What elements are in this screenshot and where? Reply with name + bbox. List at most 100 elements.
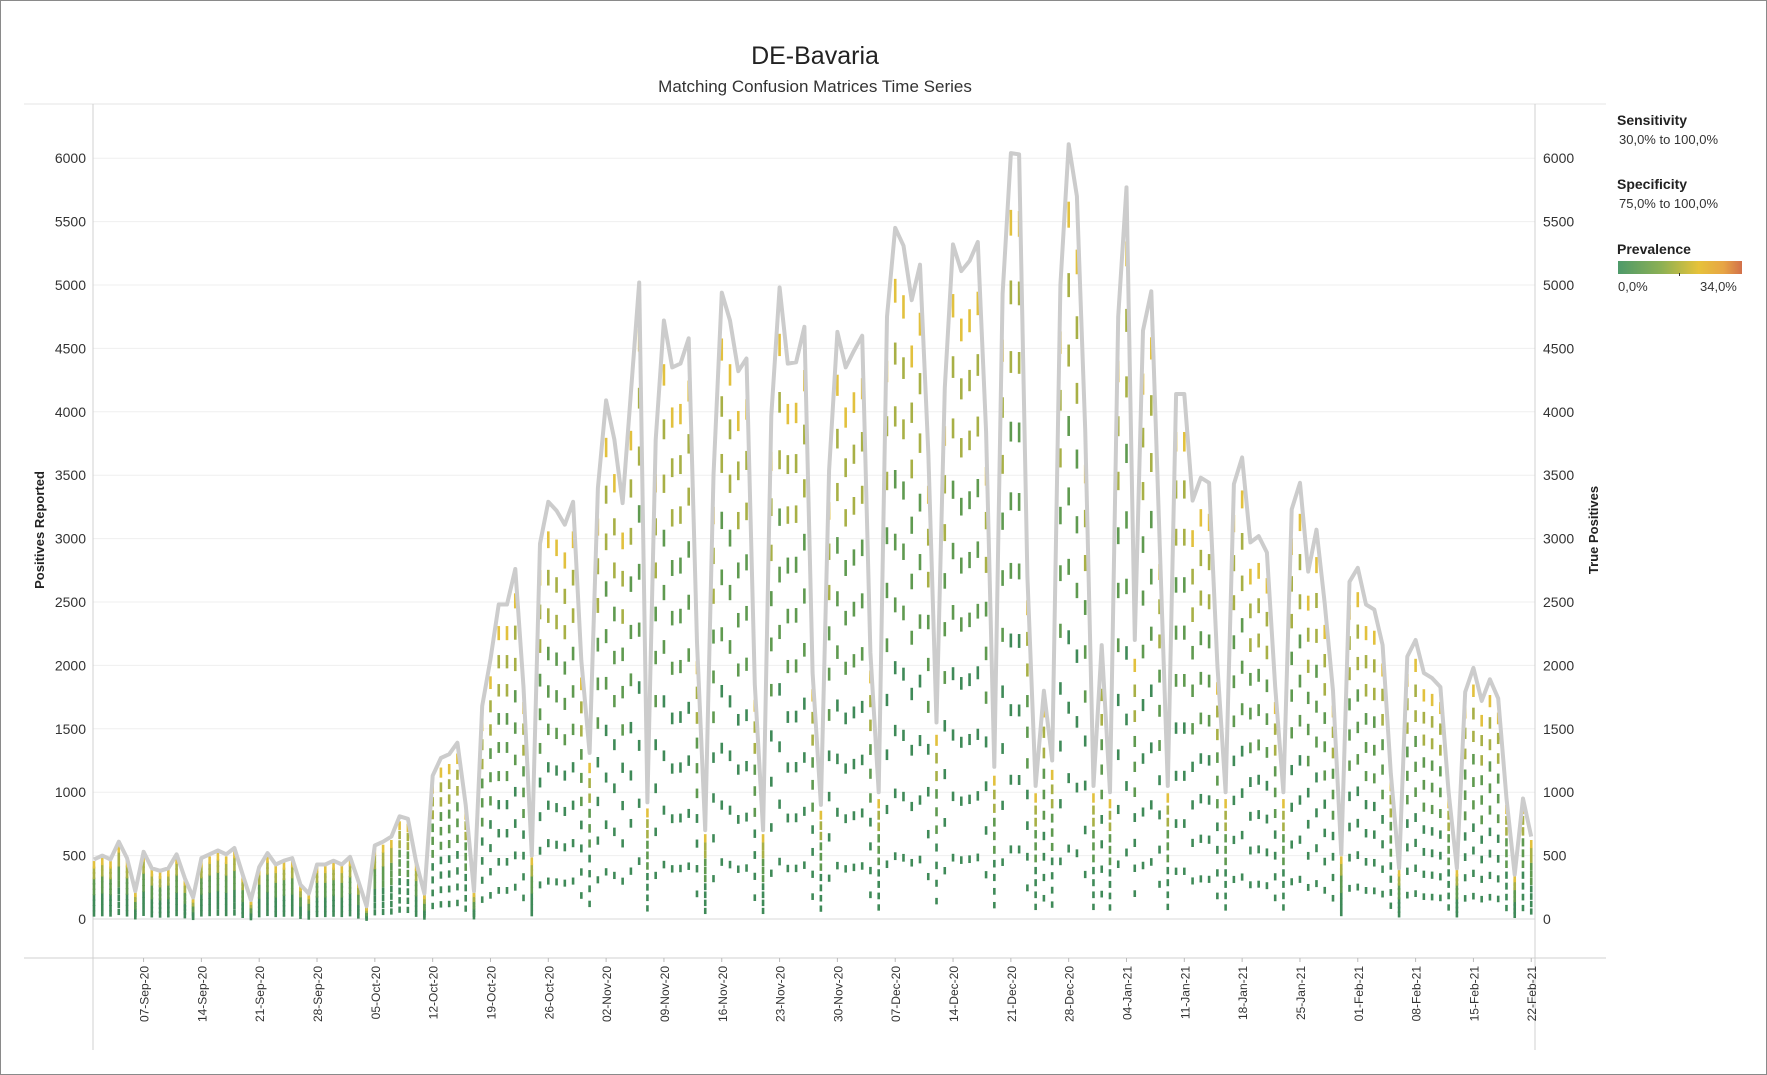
confusion-bar: [1356, 689, 1360, 702]
confusion-bar: [869, 891, 872, 899]
confusion-bar: [150, 887, 154, 895]
confusion-bar: [1009, 280, 1013, 305]
confusion-bar: [555, 803, 558, 813]
y-tick-label-right: 1500: [1543, 721, 1574, 737]
confusion-bar: [836, 537, 839, 554]
confusion-bar: [836, 591, 839, 607]
confusion-bar: [1199, 671, 1203, 685]
y-tick-label-right: 3000: [1543, 531, 1574, 547]
confusion-bar: [918, 855, 922, 864]
confusion-bar: [1331, 852, 1335, 861]
confusion-bar: [447, 824, 451, 834]
confusion-bar: [431, 876, 434, 884]
confusion-bar: [282, 872, 286, 881]
confusion-bar: [1488, 739, 1492, 751]
confusion-bar: [1249, 568, 1252, 585]
confusion-bar: [1505, 816, 1508, 825]
confusion-bar: [1463, 769, 1467, 780]
confusion-bar: [1050, 857, 1054, 866]
confusion-bar: [373, 868, 377, 876]
confusion-bar: [1100, 789, 1104, 800]
confusion-bar: [1381, 890, 1384, 898]
legend-prevalence-max: 34,0%: [1700, 279, 1737, 294]
confusion-bar: [1174, 577, 1178, 593]
confusion-bar: [670, 865, 674, 873]
confusion-bar: [778, 683, 781, 696]
confusion-bar: [654, 827, 657, 837]
confusion-bar: [1339, 874, 1343, 882]
confusion-bar: [1083, 554, 1087, 572]
confusion-bar: [1133, 864, 1137, 872]
confusion-bar: [332, 889, 335, 896]
confusion-bar: [827, 874, 831, 882]
confusion-bar: [1439, 830, 1442, 839]
confusion-bar: [1389, 821, 1393, 831]
confusion-bar: [456, 850, 459, 859]
confusion-bar: [1513, 895, 1517, 903]
confusion-bar: [770, 591, 773, 607]
confusion-bar: [406, 879, 410, 887]
confusion-bar: [902, 543, 905, 560]
confusion-bar: [935, 807, 938, 817]
confusion-bar: [819, 905, 823, 912]
confusion-bar: [736, 410, 740, 432]
x-tick-label: 11-Jan-21: [1178, 966, 1192, 1019]
confusion-bar: [1257, 598, 1260, 614]
confusion-bar: [679, 813, 682, 823]
confusion-bar: [629, 867, 633, 875]
confusion-bar: [629, 527, 633, 545]
confusion-bar: [580, 868, 583, 876]
confusion-bar: [1422, 870, 1426, 878]
confusion-bar: [439, 782, 443, 793]
confusion-bar: [315, 885, 319, 893]
confusion-bar: [290, 887, 294, 895]
y-tick-label-right: 5500: [1543, 214, 1574, 230]
confusion-bar: [1298, 835, 1302, 844]
confusion-bar: [902, 667, 905, 681]
x-tick-label: 08-Feb-21: [1410, 966, 1424, 1022]
confusion-bar: [125, 904, 129, 912]
confusion-bar: [654, 562, 657, 579]
confusion-bar: [464, 842, 467, 851]
confusion-bar: [1439, 723, 1442, 735]
confusion-bar: [687, 487, 691, 506]
confusion-bar: [670, 407, 674, 428]
x-tick-label: 28-Dec-20: [1063, 966, 1077, 1022]
confusion-bar: [687, 701, 691, 714]
confusion-bar: [703, 875, 707, 883]
confusion-bar: [241, 887, 244, 895]
confusion-bar: [720, 511, 724, 530]
confusion-bar: [1050, 872, 1054, 880]
confusion-bar: [431, 823, 434, 833]
confusion-bar: [596, 757, 600, 768]
confusion-bar: [1463, 832, 1467, 841]
confusion-bar: [869, 793, 872, 803]
positives-line: [93, 142, 1534, 909]
confusion-bar: [1463, 874, 1467, 882]
confusion-bar: [1166, 891, 1170, 899]
confusion-bar: [1224, 880, 1227, 888]
confusion-bar: [860, 593, 864, 609]
confusion-bar: [1488, 893, 1492, 901]
confusion-bar: [456, 802, 459, 812]
confusion-bar: [1166, 903, 1170, 911]
confusion-bar: [1075, 249, 1079, 275]
confusion-bar: [604, 724, 608, 737]
confusion-bar: [1348, 822, 1351, 832]
confusion-bar: [1290, 613, 1293, 629]
confusion-bar: [1282, 810, 1285, 820]
confusion-bar: [1273, 894, 1277, 902]
confusion-bar: [736, 663, 740, 677]
confusion-bar: [877, 799, 880, 809]
confusion-bar: [951, 667, 955, 681]
confusion-bar: [728, 529, 732, 547]
confusion-bar: [770, 776, 773, 787]
confusion-bar: [646, 840, 649, 849]
confusion-bar: [1306, 691, 1310, 705]
confusion-bar: [414, 905, 418, 912]
confusion-bar: [1315, 664, 1318, 678]
confusion-bar: [117, 858, 121, 867]
confusion-bar: [893, 788, 897, 799]
confusion-bar: [92, 888, 96, 896]
x-tick-label: 21-Sep-20: [253, 966, 267, 1022]
